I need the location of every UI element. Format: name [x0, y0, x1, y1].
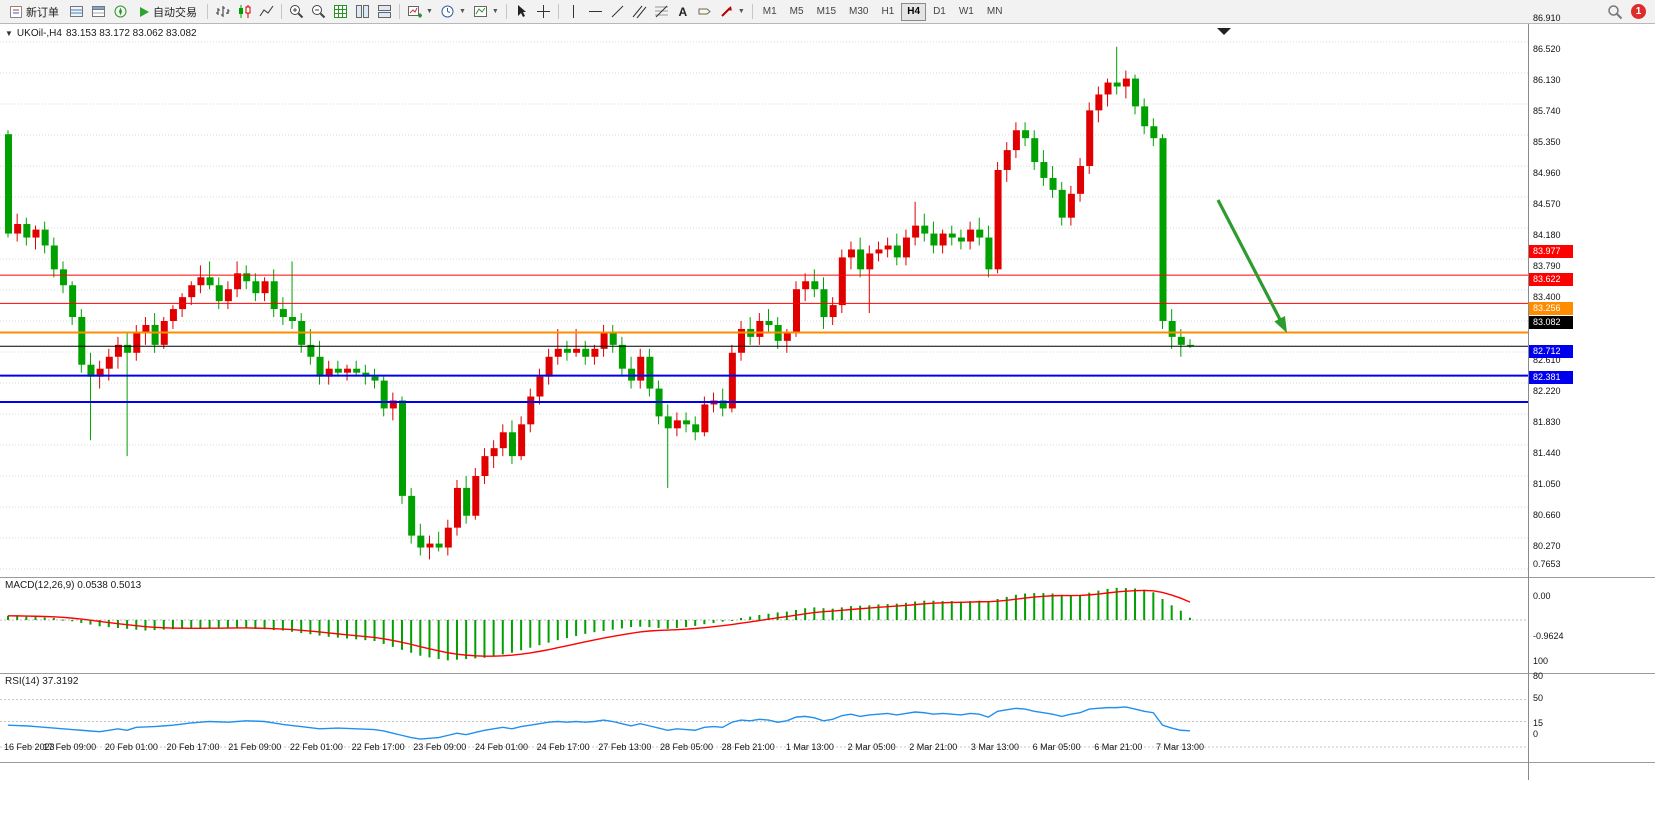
- zoom-in-button[interactable]: [286, 2, 307, 22]
- price-axis-border[interactable]: [1528, 24, 1529, 780]
- arrow-head-icon: [1274, 316, 1287, 333]
- data-window-icon: [92, 6, 105, 17]
- chart-symbol-label: ▼ UKOil-,H4 83.153 83.172 83.062 83.082: [5, 28, 197, 39]
- fibonacci-button[interactable]: [651, 2, 672, 22]
- auto-trading-button[interactable]: 自动交易: [132, 2, 203, 22]
- crosshair-icon: [536, 5, 550, 18]
- line-chart-button[interactable]: [256, 2, 277, 22]
- text-label-button[interactable]: [694, 2, 715, 22]
- search-icon: [1608, 4, 1623, 19]
- toolbar-separator: [281, 4, 282, 19]
- dropdown-caret-icon: ▼: [458, 8, 466, 15]
- chart-shift-marker-icon: [1217, 28, 1231, 35]
- candlestick-chart-icon: [239, 5, 251, 18]
- trendline-button[interactable]: [607, 2, 628, 22]
- navigator-button[interactable]: [110, 2, 131, 22]
- trendline-icon: [611, 5, 624, 18]
- horizontal-line-icon: [588, 11, 602, 12]
- dropdown-caret-icon: ▼: [426, 8, 433, 15]
- timeframe-d1-button[interactable]: D1: [927, 3, 952, 21]
- zoom-out-button[interactable]: [308, 2, 329, 22]
- indicators-icon: [473, 6, 487, 17]
- macd-label: MACD(12,26,9) 0.0538 0.5013: [5, 580, 142, 591]
- toolbar: 新订单 自动交易: [0, 0, 1655, 24]
- grid-layer: [0, 41, 1528, 570]
- dropdown-caret-icon: ▼: [737, 8, 745, 15]
- symbol-timeframe-text: UKOil-,H4: [16, 28, 62, 39]
- market-watch-button[interactable]: [66, 2, 87, 22]
- timeframe-w1-button[interactable]: W1: [953, 3, 980, 21]
- timeframe-h4-button[interactable]: H4: [901, 2, 927, 21]
- macd-histogram-layer: [7, 587, 1191, 661]
- navigator-icon: [114, 5, 127, 18]
- search-button[interactable]: [1604, 2, 1626, 22]
- auto-trading-label: 自动交易: [153, 6, 197, 19]
- cascade-windows-button[interactable]: [374, 2, 395, 22]
- time-axis-border: [0, 762, 1655, 763]
- candlestick-chart-button[interactable]: [234, 2, 255, 22]
- toolbar-separator: [557, 4, 559, 19]
- macd-signal-line: [7, 589, 1191, 657]
- main-chart-canvas[interactable]: [0, 24, 1528, 577]
- new-order-button[interactable]: 新订单: [3, 2, 65, 22]
- panel-separator[interactable]: [0, 673, 1655, 674]
- fibonacci-icon: [654, 5, 668, 18]
- dropdown-caret-icon: ▼: [491, 8, 499, 15]
- timeframe-m5-button[interactable]: M5: [784, 3, 810, 21]
- periods-clock-button[interactable]: ▼: [437, 2, 469, 22]
- collapse-triangle-icon[interactable]: ▼: [5, 29, 13, 38]
- market-watch-icon: [70, 6, 83, 17]
- rsi-line: [7, 706, 1191, 740]
- toolbar-separator: [751, 4, 753, 19]
- timeframe-h1-button[interactable]: H1: [875, 3, 900, 21]
- tile-windows-icon: [356, 5, 369, 18]
- tile-windows-button[interactable]: [352, 2, 373, 22]
- zoom-in-icon: [290, 5, 304, 19]
- text-label-icon: [698, 8, 711, 15]
- equidistant-channel-button[interactable]: [629, 2, 650, 22]
- vertical-line-button[interactable]: [563, 2, 584, 22]
- timeframe-m15-button[interactable]: M15: [811, 3, 842, 21]
- toolbar-separator: [505, 4, 507, 19]
- new-chart-button[interactable]: ▼: [404, 2, 436, 22]
- hlines-layer: [0, 274, 1528, 403]
- panel-separator[interactable]: [0, 577, 1655, 578]
- timeframe-m1-button[interactable]: M1: [757, 3, 783, 21]
- toolbar-separator: [207, 4, 208, 19]
- grid-button[interactable]: [330, 2, 351, 22]
- vertical-line-icon: [572, 5, 574, 18]
- rsi-label: RSI(14) 37.3192: [5, 676, 79, 687]
- new-order-label: 新订单: [26, 6, 59, 19]
- grid-icon: [334, 5, 347, 18]
- zoom-out-icon: [312, 5, 326, 19]
- toolbar-separator: [399, 4, 400, 19]
- auto-trading-icon: [140, 6, 149, 17]
- arrow-shape-icon: [721, 6, 732, 17]
- new-order-icon: [10, 5, 22, 18]
- new-chart-icon: [408, 6, 422, 18]
- cursor-button[interactable]: [511, 2, 532, 22]
- timeframe-m30-button[interactable]: M30: [843, 3, 874, 21]
- indicators-button[interactable]: ▼: [470, 2, 502, 22]
- clock-icon: [441, 5, 454, 18]
- line-chart-icon: [259, 5, 274, 17]
- equidistant-channel-icon: [632, 5, 647, 19]
- horizontal-line-button[interactable]: [585, 2, 606, 22]
- text-button[interactable]: A: [673, 2, 693, 22]
- cursor-icon: [517, 5, 526, 17]
- bar-chart-icon: [216, 6, 230, 17]
- ohlc-quote-text: 83.153 83.172 83.062 83.082: [65, 28, 197, 39]
- macd-panel-canvas[interactable]: [0, 578, 1528, 673]
- trend-arrow-annotation: [1216, 199, 1287, 333]
- timeframe-mn-button[interactable]: MN: [981, 3, 1009, 21]
- chart-window: ▼ UKOil-,H4 83.153 83.172 83.062 83.082 …: [0, 24, 1655, 780]
- cascade-windows-icon: [378, 5, 391, 18]
- data-window-button[interactable]: [88, 2, 109, 22]
- crosshair-button[interactable]: [533, 2, 554, 22]
- rsi-panel-canvas[interactable]: [0, 674, 1528, 762]
- notification-badge[interactable]: 1: [1631, 4, 1646, 19]
- bar-chart-button[interactable]: [212, 2, 233, 22]
- arrows-button[interactable]: ▼: [716, 2, 748, 22]
